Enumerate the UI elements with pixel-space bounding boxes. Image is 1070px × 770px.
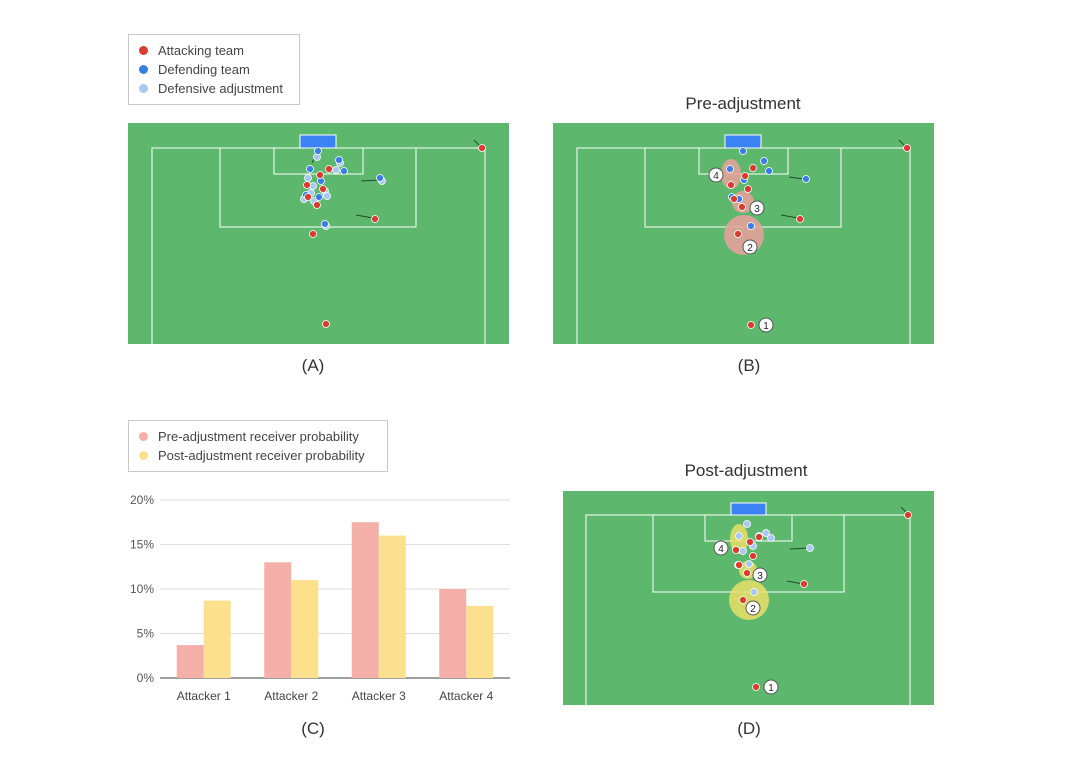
pitch-a-goal [299,134,337,149]
legend-label: Post-adjustment receiver probability [158,448,365,463]
pitch-d-markers: 4 3 2 1 [713,540,779,695]
marker-4: 4 [708,167,724,183]
pitch-a-attacking-dots [303,144,486,328]
pitch-a [128,123,509,359]
pitch-d: 4 3 2 1 [563,491,934,720]
legend-label: Pre-adjustment receiver probability [158,429,359,444]
marker-label: 4 [718,544,724,555]
adjustment-dot-icon [139,84,148,93]
panel-c-label: (C) [301,719,325,738]
y-tick-label: 20% [130,493,154,507]
marker-label: 4 [713,171,719,182]
marker-2: 2 [742,239,758,255]
panel-b-label: (B) [737,356,761,375]
pitch-b-attacking-dots [727,144,911,329]
bar-chart: 0% 5% 10% 15% 20% Attacker 1 Attacker 2 Attacke… [130,493,510,703]
bar-pre-attacker-1 [176,645,204,678]
bar-post-attacker-4 [466,605,494,678]
legend-item-pre: Pre-adjustment receiver probability [139,427,377,446]
pitch-b-markers: 4 3 2 1 [708,167,774,333]
x-tick-label: Attacker 2 [264,689,318,703]
marker-2: 2 [745,600,761,616]
marker-label: 3 [754,204,760,215]
bar-pre-attacker-2 [264,562,292,678]
pitch-d-adjustment-dots [734,520,814,596]
x-tick-label: Attacker 1 [177,689,231,703]
pitch-d-goal [730,502,767,516]
marker-label: 2 [750,604,756,615]
pitch-b: 4 3 2 1 [553,123,934,359]
y-tick-label: 5% [137,627,155,641]
panel-d-title: Post-adjustment [684,461,808,480]
legend-label: Attacking team [158,43,244,58]
pre-dot-icon [139,432,148,441]
bar-post-attacker-1 [203,600,231,678]
legend-item-adjustment: Defensive adjustment [139,79,289,98]
marker-label: 2 [747,243,753,254]
panel-b-title: Pre-adjustment [685,94,801,113]
marker-3: 3 [752,567,768,583]
defending-dot-icon [139,65,148,74]
marker-1: 1 [758,317,774,333]
y-tick-label: 0% [137,671,155,685]
bar-pre-attacker-4 [439,589,467,678]
marker-label: 1 [763,321,769,332]
legend-probability: Pre-adjustment receiver probability Post… [128,420,388,472]
legend-item-post: Post-adjustment receiver probability [139,446,377,465]
legend-item-attacking: Attacking team [139,41,289,60]
legend-players: Attacking team Defending team Defensive … [128,34,300,105]
y-tick-label: 15% [130,538,154,552]
attacking-dot-icon [139,46,148,55]
y-tick-label: 10% [130,582,154,596]
bar-post-attacker-3 [378,535,406,678]
panel-d-label: (D) [737,719,761,738]
bar-pre-attacker-3 [351,522,379,678]
marker-label: 1 [768,683,774,694]
legend-label: Defending team [158,62,250,77]
x-tick-label: Attacker 4 [439,689,493,703]
bar-post-attacker-2 [291,580,319,678]
marker-3: 3 [749,200,765,216]
panel-a-label: (A) [301,356,325,375]
legend-label: Defensive adjustment [158,81,284,96]
legend-item-defending: Defending team [139,60,289,79]
pitch-a-defending-dots [302,147,384,228]
marker-1: 1 [763,679,779,695]
x-tick-label: Attacker 3 [352,689,406,703]
marker-4: 4 [713,540,729,556]
post-dot-icon [139,451,148,460]
pitch-d-attacking-dots [732,511,912,691]
pitch-b-goal [724,134,762,149]
marker-label: 3 [757,571,763,582]
